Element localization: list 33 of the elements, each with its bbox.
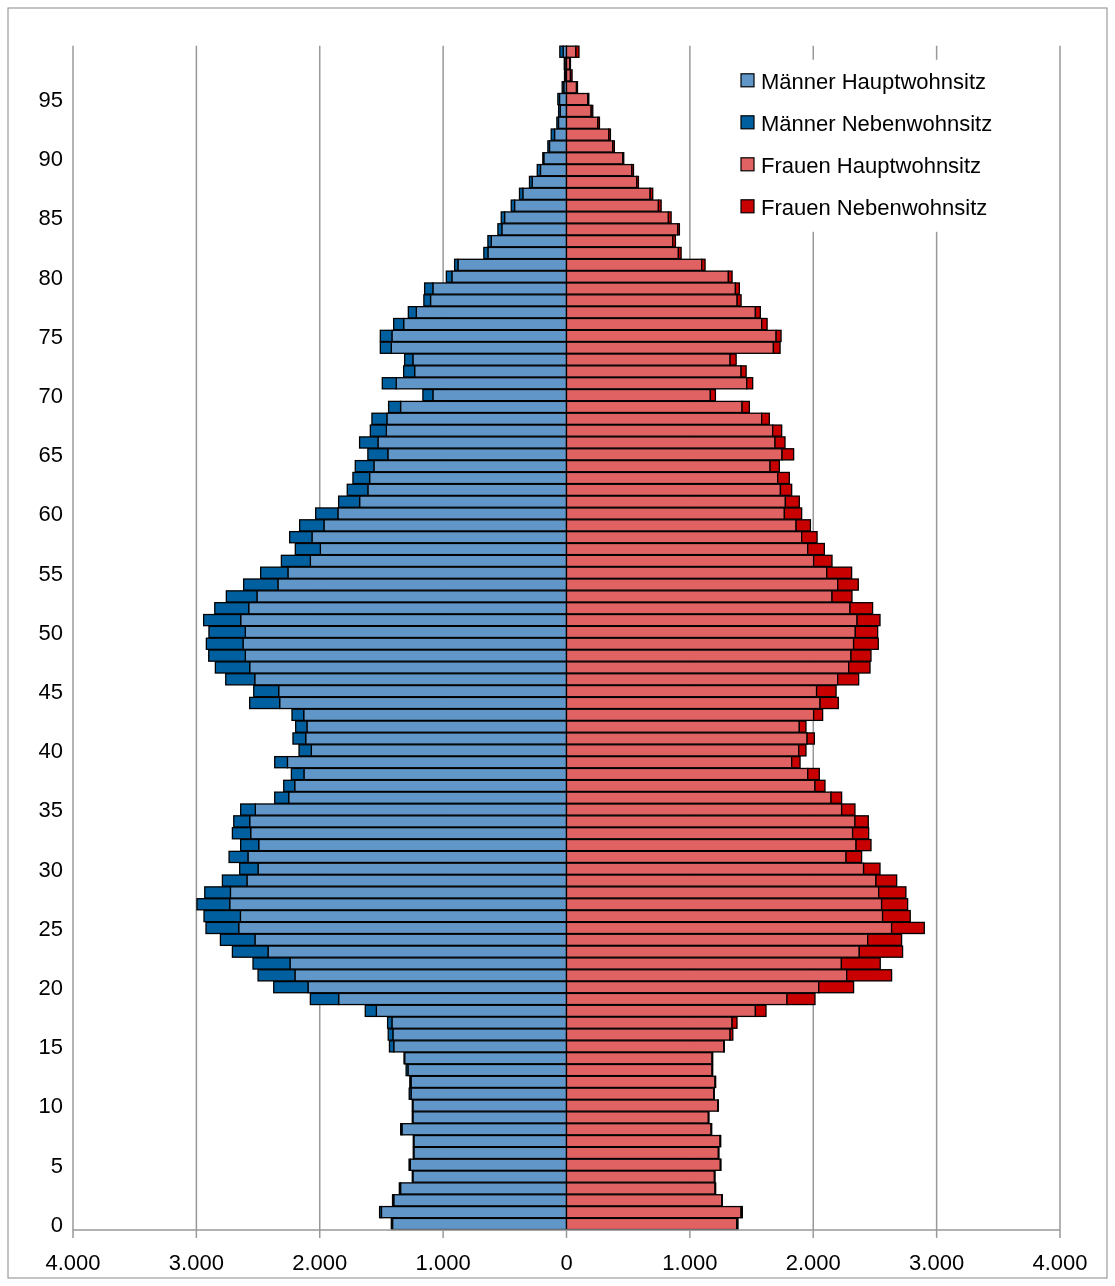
y-tick-label: 90: [38, 146, 63, 172]
x-tick-label: 3.000: [168, 1249, 224, 1275]
x-tick-label: 2.000: [292, 1249, 348, 1275]
y-tick-label: 75: [38, 323, 63, 349]
y-tick-label: 10: [38, 1093, 63, 1119]
y-tick-label: 55: [38, 560, 63, 586]
legend-label: Frauen Hauptwohnsitz: [761, 152, 982, 178]
y-tick-label: 5: [50, 1152, 63, 1178]
x-tick-label: 1.000: [662, 1249, 718, 1275]
y-tick-label: 80: [38, 264, 63, 290]
legend-label: Männer Hauptwohnsitz: [761, 68, 987, 94]
y-tick-label: 0: [50, 1211, 63, 1237]
y-tick-label: 25: [38, 915, 63, 941]
y-tick-label: 65: [38, 442, 63, 468]
legend-label: Männer Nebenwohnsitz: [761, 110, 993, 136]
y-tick-label: 30: [38, 856, 63, 882]
y-tick-label: 50: [38, 619, 63, 645]
x-tick-label: 2.000: [785, 1249, 841, 1275]
legend-label: Frauen Nebenwohnsitz: [761, 194, 988, 220]
y-tick-label: 15: [38, 1034, 63, 1060]
x-tick-label: 0: [560, 1249, 573, 1275]
y-tick-label: 20: [38, 975, 63, 1001]
x-tick-label: 3.000: [909, 1249, 965, 1275]
y-tick-label: 35: [38, 797, 63, 823]
y-tick-label: 45: [38, 679, 63, 705]
y-tick-label: 70: [38, 383, 63, 409]
y-tick-label: 95: [38, 87, 63, 112]
y-tick-label: 60: [38, 501, 63, 527]
x-tick-label: 4.000: [45, 1249, 101, 1275]
x-tick-label: 4.000: [1032, 1249, 1088, 1275]
y-tick-label: 40: [38, 738, 63, 764]
x-tick-label: 1.000: [415, 1249, 471, 1275]
y-tick-label: 85: [38, 205, 63, 231]
